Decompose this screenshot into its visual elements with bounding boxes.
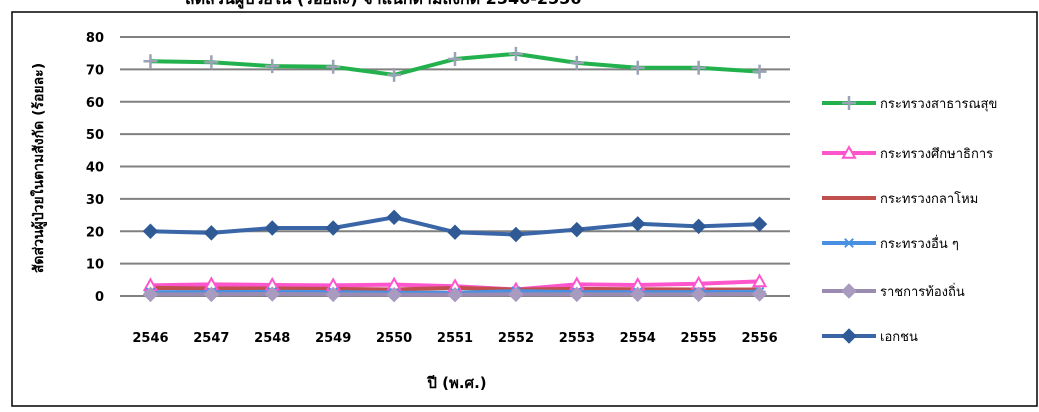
data-point	[630, 60, 645, 75]
x-tick-labels: 2546 2547 2548 2549 2550 2551 2552 2553 2554 2555…	[132, 331, 777, 346]
x-axis-label: ปี (พ.ศ.)	[426, 374, 486, 392]
data-point	[448, 52, 462, 67]
data-point	[386, 209, 402, 226]
data-point	[691, 60, 706, 75]
legend-entry: กระทรวงกลาโหม	[822, 191, 978, 207]
x-tick-label: 2555	[681, 331, 717, 346]
legend-marker	[842, 96, 856, 110]
data-point	[569, 286, 585, 303]
data-point	[387, 67, 402, 82]
legend-marker	[841, 144, 857, 159]
legend-entry: กระทรวงสาธารณสุข	[822, 96, 997, 112]
data-point	[569, 55, 584, 70]
legend: กระทรวงสาธารณสุขกระทรวงศึกษาธิการกระทรวง…	[822, 96, 997, 345]
data-point	[447, 286, 463, 303]
data-point	[203, 225, 220, 241]
data-point	[204, 55, 219, 70]
x-tick-label: 2546	[132, 331, 168, 346]
chart-border	[11, 11, 1038, 407]
data-point	[325, 220, 341, 236]
legend-marker	[843, 238, 855, 248]
data-point	[447, 224, 463, 240]
data-point	[265, 59, 280, 74]
series-lines	[150, 51, 760, 297]
legend-label: เอกชน	[880, 330, 918, 345]
legend-marker	[841, 328, 857, 344]
data-point	[264, 286, 280, 302]
y-tick-label: 60	[86, 96, 104, 111]
data-point	[326, 59, 341, 74]
data-point	[630, 216, 646, 232]
x-tick-label: 2550	[376, 331, 412, 346]
data-point	[690, 286, 707, 303]
data-point	[142, 286, 159, 303]
data-point	[751, 273, 768, 288]
data-point	[508, 286, 524, 303]
y-tick-label: 50	[86, 128, 104, 143]
legend-label: กระทรวงศึกษาธิการ	[880, 147, 993, 162]
data-point	[143, 54, 158, 69]
y-axis-label: สัดส่วนผู้ป่วยในตามสังกัด (ร้อยละ)	[29, 63, 47, 273]
page-title: สัดส่วนผู้ป่วยใน (ร้อยละ) จำแนกตามสังกัด…	[185, 0, 581, 10]
y-tick-label: 10	[86, 258, 104, 273]
data-point	[751, 286, 768, 302]
legend-entry: เอกชน	[822, 328, 918, 345]
data-point	[751, 216, 768, 232]
x-tick-label: 2547	[193, 331, 229, 346]
data-point	[325, 286, 341, 303]
data-point	[569, 221, 585, 238]
y-tick-label: 40	[86, 161, 104, 176]
x-tick-label: 2553	[559, 331, 595, 346]
legend-entry: ราชการท้องถิ่น	[822, 283, 965, 300]
legend-label: กระทรวงกลาโหม	[880, 191, 978, 207]
y-tick-label: 70	[86, 63, 104, 78]
data-point	[386, 286, 402, 303]
y-tick-label: 0	[95, 290, 104, 305]
legend-label: กระทรวงสาธารณสุข	[880, 97, 997, 112]
y-tick-label: 80	[86, 31, 104, 46]
data-point	[630, 286, 646, 303]
y-tick-label: 20	[86, 225, 104, 240]
y-tick-label: 30	[86, 193, 104, 208]
data-point	[690, 218, 707, 235]
legend-label: กระทรวงอื่น ๆ	[880, 235, 959, 252]
x-tick-label: 2554	[620, 331, 656, 346]
x-tick-label: 2549	[315, 331, 351, 346]
legend-marker	[841, 283, 857, 299]
data-point	[508, 46, 523, 61]
data-point	[264, 220, 280, 236]
legend-label: ราชการท้องถิ่น	[880, 283, 965, 300]
legend-entry: กระทรวงศึกษาธิการ	[822, 144, 993, 162]
x-tick-label: 2556	[741, 331, 777, 346]
data-point	[142, 223, 159, 239]
x-tick-label: 2548	[254, 331, 290, 346]
legend-entry: กระทรวงอื่น ๆ	[822, 235, 959, 252]
y-tick-labels: 0 10 20 30 40 50 60 70 80	[86, 31, 104, 305]
gridlines	[120, 36, 790, 297]
series-markers	[142, 46, 768, 303]
data-point	[203, 286, 220, 303]
x-tick-label: 2551	[437, 331, 473, 346]
data-point	[752, 64, 767, 79]
data-point	[508, 226, 524, 243]
x-tick-label: 2552	[498, 331, 534, 346]
